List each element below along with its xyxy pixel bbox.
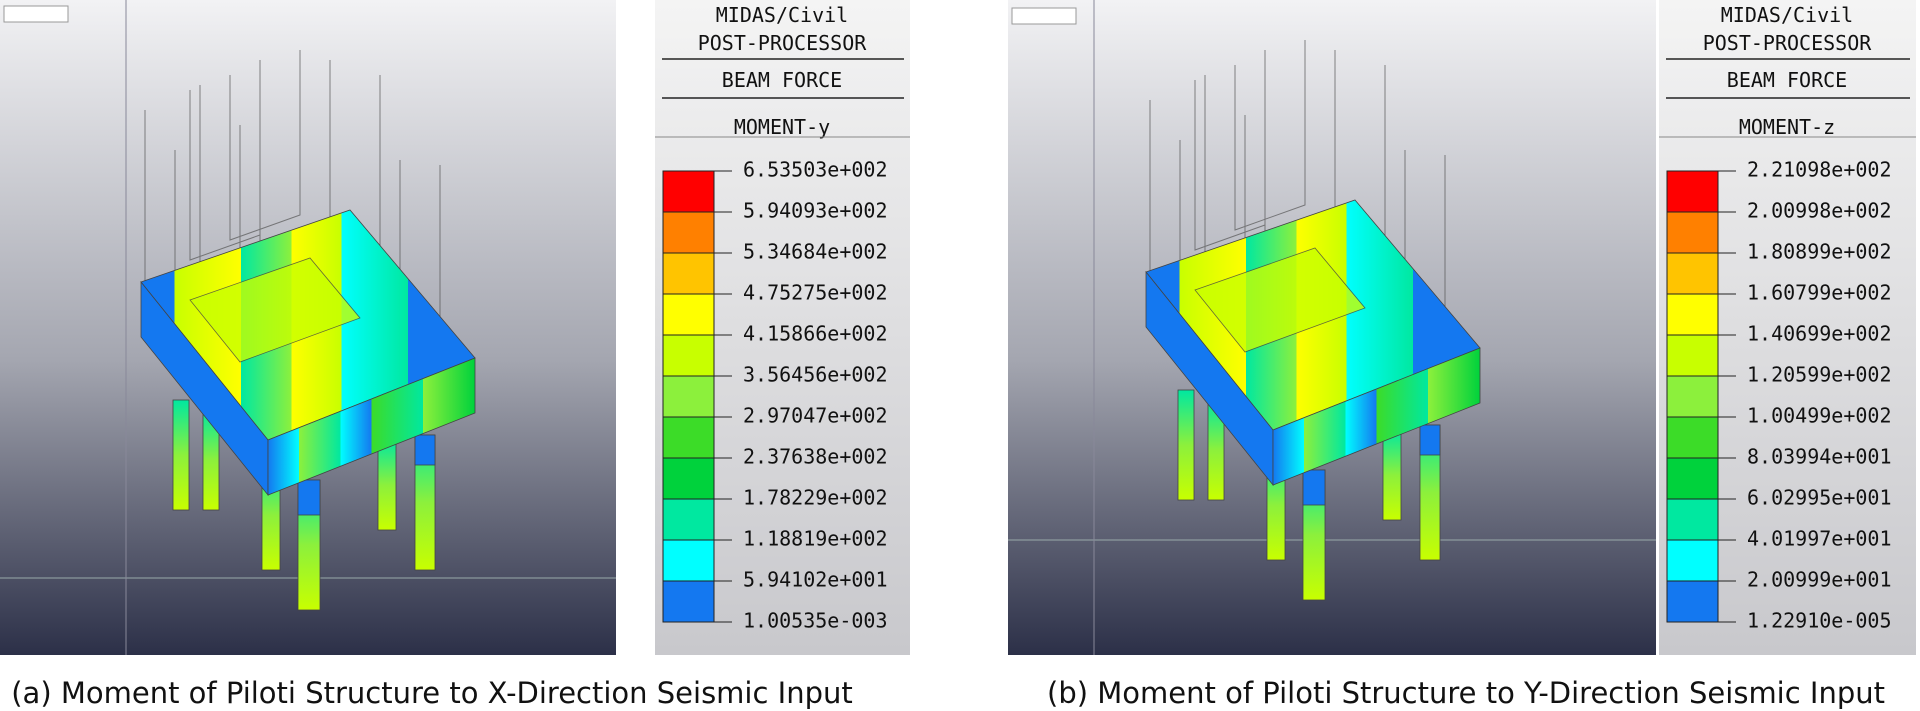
legend-swatch [662,334,715,377]
legend-swatch [1666,252,1719,295]
legend-swatch [662,375,715,418]
legend-swatch [662,580,715,623]
result-type: BEAM FORCE [1727,68,1847,92]
module-name: POST-PROCESSOR [698,31,868,55]
panel-a: MIDAS/Civil POST-PROCESSOR BEAM FORCE MO… [0,0,910,710]
legend-label: 4.75275e+002 [743,281,888,305]
result-type: BEAM FORCE [722,68,842,92]
legend-swatch [662,252,715,295]
legend-swatch [1666,416,1719,459]
legend-swatch [1666,457,1719,500]
legend-swatch [662,457,715,500]
legend: 2.21098e+002 2.00998e+002 1.80899e+002 1.60… [1666,158,1892,633]
program-name: MIDAS/Civil [1721,3,1853,27]
legend-label: 2.21098e+002 [1747,158,1892,182]
legend-label: 6.02995e+001 [1747,486,1892,510]
legend-swatch [662,211,715,254]
legend-label: 5.94102e+001 [743,568,888,592]
module-name: POST-PROCESSOR [1703,31,1873,55]
legend-swatch [1666,211,1719,254]
panel-b: MIDAS/Civil POST-PROCESSOR BEAM FORCE MO… [1008,0,1916,710]
legend-label: 5.34684e+002 [743,240,888,264]
toolbar-icon[interactable] [3,5,69,23]
legend-label: 8.03994e+001 [1747,445,1892,469]
program-name: MIDAS/Civil [716,3,848,27]
legend-label: 1.00499e+002 [1747,404,1892,428]
legend-label: 5.94093e+002 [743,199,888,223]
legend-swatch [1666,334,1719,377]
caption: (b) Moment of Piloti Structure to Y-Dire… [1047,676,1885,710]
legend-label: 1.20599e+002 [1747,363,1892,387]
legend-label: 6.53503e+002 [743,158,888,182]
legend-label: 1.80899e+002 [1747,240,1892,264]
legend-swatch [1666,539,1719,582]
toolbar-icon[interactable] [1011,7,1077,25]
component: MOMENT-z [1739,115,1835,139]
legend: 6.53503e+002 5.94093e+002 5.34684e+002 4.75… [662,158,888,633]
component: MOMENT-y [734,115,830,139]
legend-label: 1.22910e-005 [1747,609,1892,633]
legend-label: 1.40699e+002 [1747,322,1892,346]
legend-swatch [662,498,715,541]
legend-swatch [662,170,715,213]
legend-swatch [662,416,715,459]
legend-label: 1.18819e+002 [743,527,888,551]
legend-label: 1.60799e+002 [1747,281,1892,305]
legend-swatch [1666,580,1719,623]
caption: (a) Moment of Piloti Structure to X-Dire… [11,676,853,710]
legend-swatch [662,293,715,336]
legend-label: 2.00999e+001 [1747,568,1892,592]
legend-label: 2.37638e+002 [743,445,888,469]
legend-swatch [1666,170,1719,213]
legend-label: 3.56456e+002 [743,363,888,387]
legend-label: 4.01997e+001 [1747,527,1892,551]
legend-label: 4.15866e+002 [743,322,888,346]
legend-swatch [662,539,715,582]
legend-swatch [1666,293,1719,336]
legend-label: 2.97047e+002 [743,404,888,428]
legend-label: 2.00998e+002 [1747,199,1892,223]
legend-swatch [1666,375,1719,418]
legend-label: 1.00535e-003 [743,609,888,633]
legend-label: 1.78229e+002 [743,486,888,510]
legend-swatch [1666,498,1719,541]
